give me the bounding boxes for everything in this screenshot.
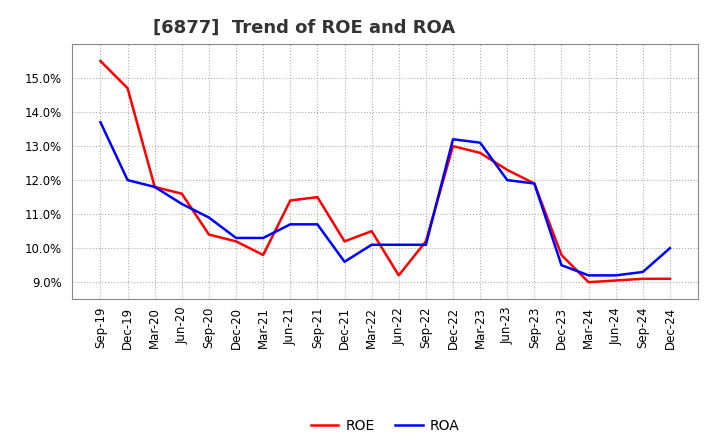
ROE xyxy=(611,278,620,283)
ROA xyxy=(123,177,132,183)
ROE xyxy=(665,276,674,282)
ROE xyxy=(584,279,593,285)
ROE xyxy=(449,143,457,149)
ROE xyxy=(150,184,159,190)
ROE xyxy=(476,150,485,155)
ROA xyxy=(96,120,105,125)
ROE xyxy=(232,239,240,244)
ROA xyxy=(421,242,430,247)
ROE xyxy=(313,194,322,200)
ROE xyxy=(395,273,403,278)
Text: [6877]  Trend of ROE and ROA: [6877] Trend of ROE and ROA xyxy=(153,19,456,37)
ROA xyxy=(367,242,376,247)
ROA xyxy=(204,215,213,220)
ROA xyxy=(530,181,539,186)
ROE xyxy=(503,167,511,172)
ROA xyxy=(639,269,647,275)
ROA xyxy=(259,235,268,241)
ROA xyxy=(232,235,240,241)
ROA xyxy=(286,222,294,227)
ROE xyxy=(639,276,647,282)
ROA xyxy=(395,242,403,247)
ROA xyxy=(557,263,566,268)
ROA xyxy=(611,273,620,278)
ROE xyxy=(204,232,213,237)
ROE xyxy=(341,239,349,244)
Legend: ROE, ROA: ROE, ROA xyxy=(305,413,465,438)
ROA xyxy=(341,259,349,264)
ROA xyxy=(449,137,457,142)
ROE xyxy=(286,198,294,203)
ROE xyxy=(530,181,539,186)
ROE xyxy=(123,86,132,91)
ROE xyxy=(96,59,105,64)
ROA xyxy=(150,184,159,190)
ROA xyxy=(584,273,593,278)
ROA xyxy=(476,140,485,145)
Line: ROA: ROA xyxy=(101,122,670,275)
ROE xyxy=(421,239,430,244)
ROA xyxy=(313,222,322,227)
ROE xyxy=(259,252,268,257)
ROA xyxy=(665,246,674,251)
ROE xyxy=(367,228,376,234)
Line: ROE: ROE xyxy=(101,61,670,282)
ROE xyxy=(178,191,186,196)
ROA xyxy=(178,201,186,206)
ROE xyxy=(557,252,566,257)
ROA xyxy=(503,177,511,183)
